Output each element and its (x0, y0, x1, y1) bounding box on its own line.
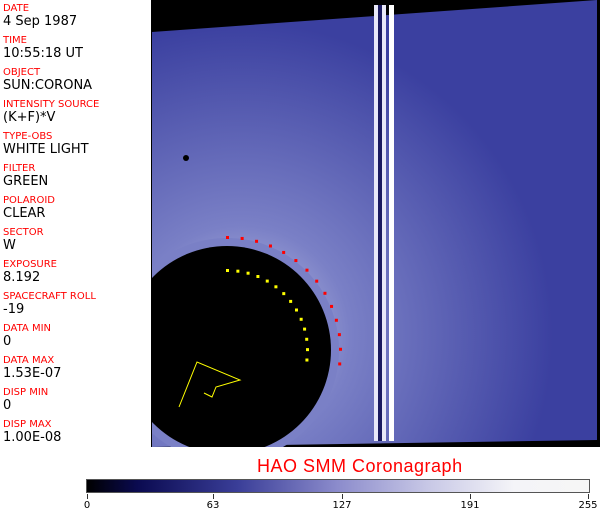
marker-dot (315, 279, 319, 283)
streak-line (389, 5, 394, 441)
field-value: 4 Sep 1987 (3, 14, 78, 29)
header-field: SPACECRAFT ROLL -19 (3, 291, 96, 317)
tick-label: 255 (578, 500, 598, 511)
field-value: CLEAR (3, 206, 46, 221)
header-field: DISP MIN 0 (3, 387, 48, 413)
header-info-panel: DATE 4 Sep 1987 TIME 10:55:18 UT OBJECT SUN:C… (0, 0, 152, 447)
color-bar (86, 479, 590, 493)
marker-dot (282, 292, 286, 296)
field-label: DISP MAX (3, 419, 52, 430)
field-label: FILTER (3, 163, 36, 174)
field-label: INTENSITY SOURCE (3, 99, 100, 110)
field-value: 1.53E-07 (3, 366, 62, 381)
marker-dot (236, 269, 240, 273)
field-value: WHITE LIGHT (3, 142, 89, 157)
coronagraph-image (152, 0, 600, 447)
marker-dot (294, 259, 298, 263)
tick-mark (87, 494, 88, 499)
marker-dot (305, 337, 309, 341)
marker-dot (305, 358, 309, 362)
marker-dot (240, 236, 244, 240)
marker-dot (323, 291, 327, 295)
field-value: -19 (3, 302, 25, 317)
tick-label: 127 (332, 500, 352, 511)
header-field: DATE 4 Sep 1987 (3, 3, 77, 29)
marker-dot (299, 317, 303, 321)
marker-dot (338, 347, 342, 351)
field-value: (K+F)*V (3, 110, 56, 125)
field-value: 10:55:18 UT (3, 46, 83, 61)
header-field: FILTER GREEN (3, 163, 48, 189)
marker-dot (256, 275, 260, 279)
header-field: INTENSITY SOURCE (K+F)*V (3, 99, 99, 125)
marker-dot (337, 333, 341, 337)
field-value: 0 (3, 398, 12, 413)
tick-label: 63 (206, 500, 220, 511)
marker-dot (265, 279, 269, 283)
marker-dot (334, 318, 338, 322)
marker-dot (274, 285, 278, 289)
field-value: 1.00E-08 (3, 430, 62, 445)
tick-mark (470, 494, 471, 499)
field-label: DATA MAX (3, 355, 55, 366)
field-value: GREEN (3, 174, 49, 189)
marker-dot (282, 250, 286, 254)
marker-dot (268, 244, 272, 248)
instrument-title: HAO SMM Coronagraph (257, 456, 463, 476)
field-label: TYPE-OBS (3, 131, 53, 142)
marker-dot (246, 271, 250, 275)
marker-dot (305, 348, 309, 352)
tick-mark (213, 494, 214, 499)
tick-mark (342, 494, 343, 499)
header-field: POLAROID CLEAR (3, 195, 55, 221)
header-field: SECTOR W (3, 227, 44, 253)
header-field: TIME 10:55:18 UT (3, 35, 83, 61)
field-label: SPACECRAFT ROLL (3, 291, 96, 302)
header-field: OBJECT SUN:CORONA (3, 67, 92, 93)
field-label: SECTOR (3, 227, 44, 238)
marker-dot (226, 236, 229, 239)
header-field: TYPE-OBS WHITE LIGHT (3, 131, 89, 157)
marker-dot (294, 308, 298, 312)
field-value: 8.192 (3, 270, 41, 285)
overlay-markers (226, 236, 342, 366)
marker-dot (338, 362, 342, 366)
field-label: DATA MIN (3, 323, 51, 334)
outline-marker (178, 361, 242, 408)
tick-label: 191 (460, 500, 480, 511)
header-field: DISP MAX 1.00E-08 (3, 419, 61, 445)
field-label: DATE (3, 3, 30, 14)
marker-dot (303, 327, 307, 331)
header-field: EXPOSURE 8.192 (3, 259, 57, 285)
marker-dot (305, 268, 309, 272)
streak-core (378, 5, 382, 441)
field-label: OBJECT (3, 67, 41, 78)
marker-dot (255, 239, 259, 243)
field-label: EXPOSURE (3, 259, 58, 270)
marker-dot (330, 304, 334, 308)
field-value: 0 (3, 334, 12, 349)
field-label: POLAROID (3, 195, 56, 206)
field-label: TIME (3, 35, 28, 46)
field-value: W (3, 238, 16, 253)
occulter-disk (152, 246, 331, 447)
dark-spot (183, 155, 189, 161)
tick-label: 0 (83, 500, 91, 511)
field-value: SUN:CORONA (3, 78, 93, 93)
header-field: DATA MIN 0 (3, 323, 51, 349)
field-label: DISP MIN (3, 387, 49, 398)
marker-dot (289, 299, 293, 303)
header-field: DATA MAX 1.53E-07 (3, 355, 61, 381)
marker-dot (226, 269, 229, 272)
tick-mark (588, 494, 589, 499)
